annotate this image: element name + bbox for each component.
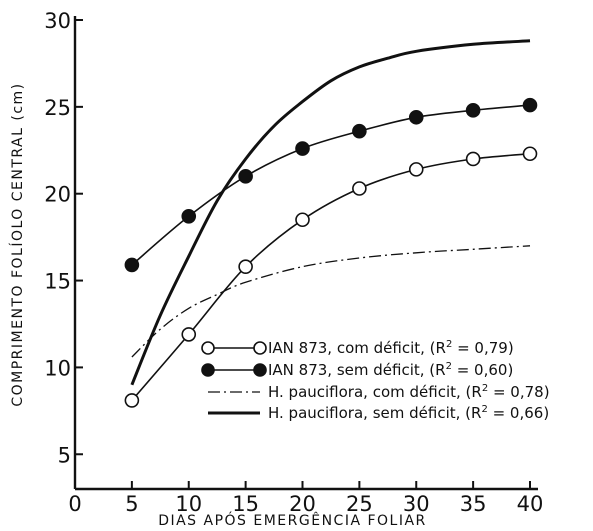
x-tick-label: 35 [460,492,487,516]
data-point [124,393,140,408]
x-tick-label: 25 [346,492,373,516]
legend: IAN 873, com déficit, (R2 = 0,79) IAN 873… [201,339,550,422]
legend-label: IAN 873, com déficit, (R2 = 0,79) [268,339,514,357]
y-tick-label: 10 [44,356,71,380]
legend-marker [201,363,215,377]
data-point [181,327,197,342]
legend-item: IAN 873, com déficit, (R2 = 0,79) [201,339,514,357]
data-point [522,146,538,162]
data-point [238,259,253,274]
x-tick-label: 0 [68,492,81,516]
legend-label: H. pauciflora, sem déficit, (R2 = 0,66) [268,404,549,422]
legend-label: H. pauciflora, com déficit, (R2 = 0,78) [268,383,550,401]
legend-marker [253,341,267,355]
x-axis-title: DIAS APÓS EMERGÊNCIA FOLIAR [158,511,427,529]
series-4 [130,39,531,386]
series-2 [124,97,538,273]
data-point [408,162,424,177]
data-point [522,97,538,113]
y-tick-label: 5 [58,443,71,467]
data-point [295,141,310,156]
data-point [238,169,253,184]
series-1 [124,146,538,408]
data-point [465,103,481,118]
x-tick-label: 40 [517,492,544,516]
y-tick-label: 15 [44,270,71,294]
data-point [295,212,310,228]
x-tick-label: 15 [232,492,259,516]
data-point [352,181,367,196]
x-tick-label: 20 [289,492,316,516]
x-tick-label: 10 [175,492,202,516]
data-point [465,151,481,167]
series-3 [131,245,531,358]
series-line [131,245,531,358]
data-point [408,109,424,125]
y-tick-label: 20 [44,183,71,207]
y-axis-title: COMPRIMENTO FOLÍOLO CENTRAL (cm) [9,82,26,406]
series-line [130,39,531,386]
series-layer [124,39,538,408]
data-point [352,123,367,139]
legend-item: H. pauciflora, sem déficit, (R2 = 0,66) [208,404,549,422]
x-tick-label: 5 [125,492,138,516]
data-point [181,208,197,224]
y-tick-label: 30 [44,9,71,33]
axes: 0 5 10 15 20 25 30 35 40 5 10 15 20 25 30 [44,9,543,516]
legend-marker [253,363,267,377]
data-point [124,257,140,273]
series-line [131,104,531,266]
legend-item: IAN 873, sem déficit, (R2 = 0,60) [201,361,513,379]
legend-label: IAN 873, sem déficit, (R2 = 0,60) [268,361,513,379]
x-tick-label: 30 [403,492,430,516]
legend-item: H. pauciflora, com déficit, (R2 = 0,78) [208,383,550,401]
y-tick-label: 25 [44,96,71,120]
legend-marker [201,341,215,355]
